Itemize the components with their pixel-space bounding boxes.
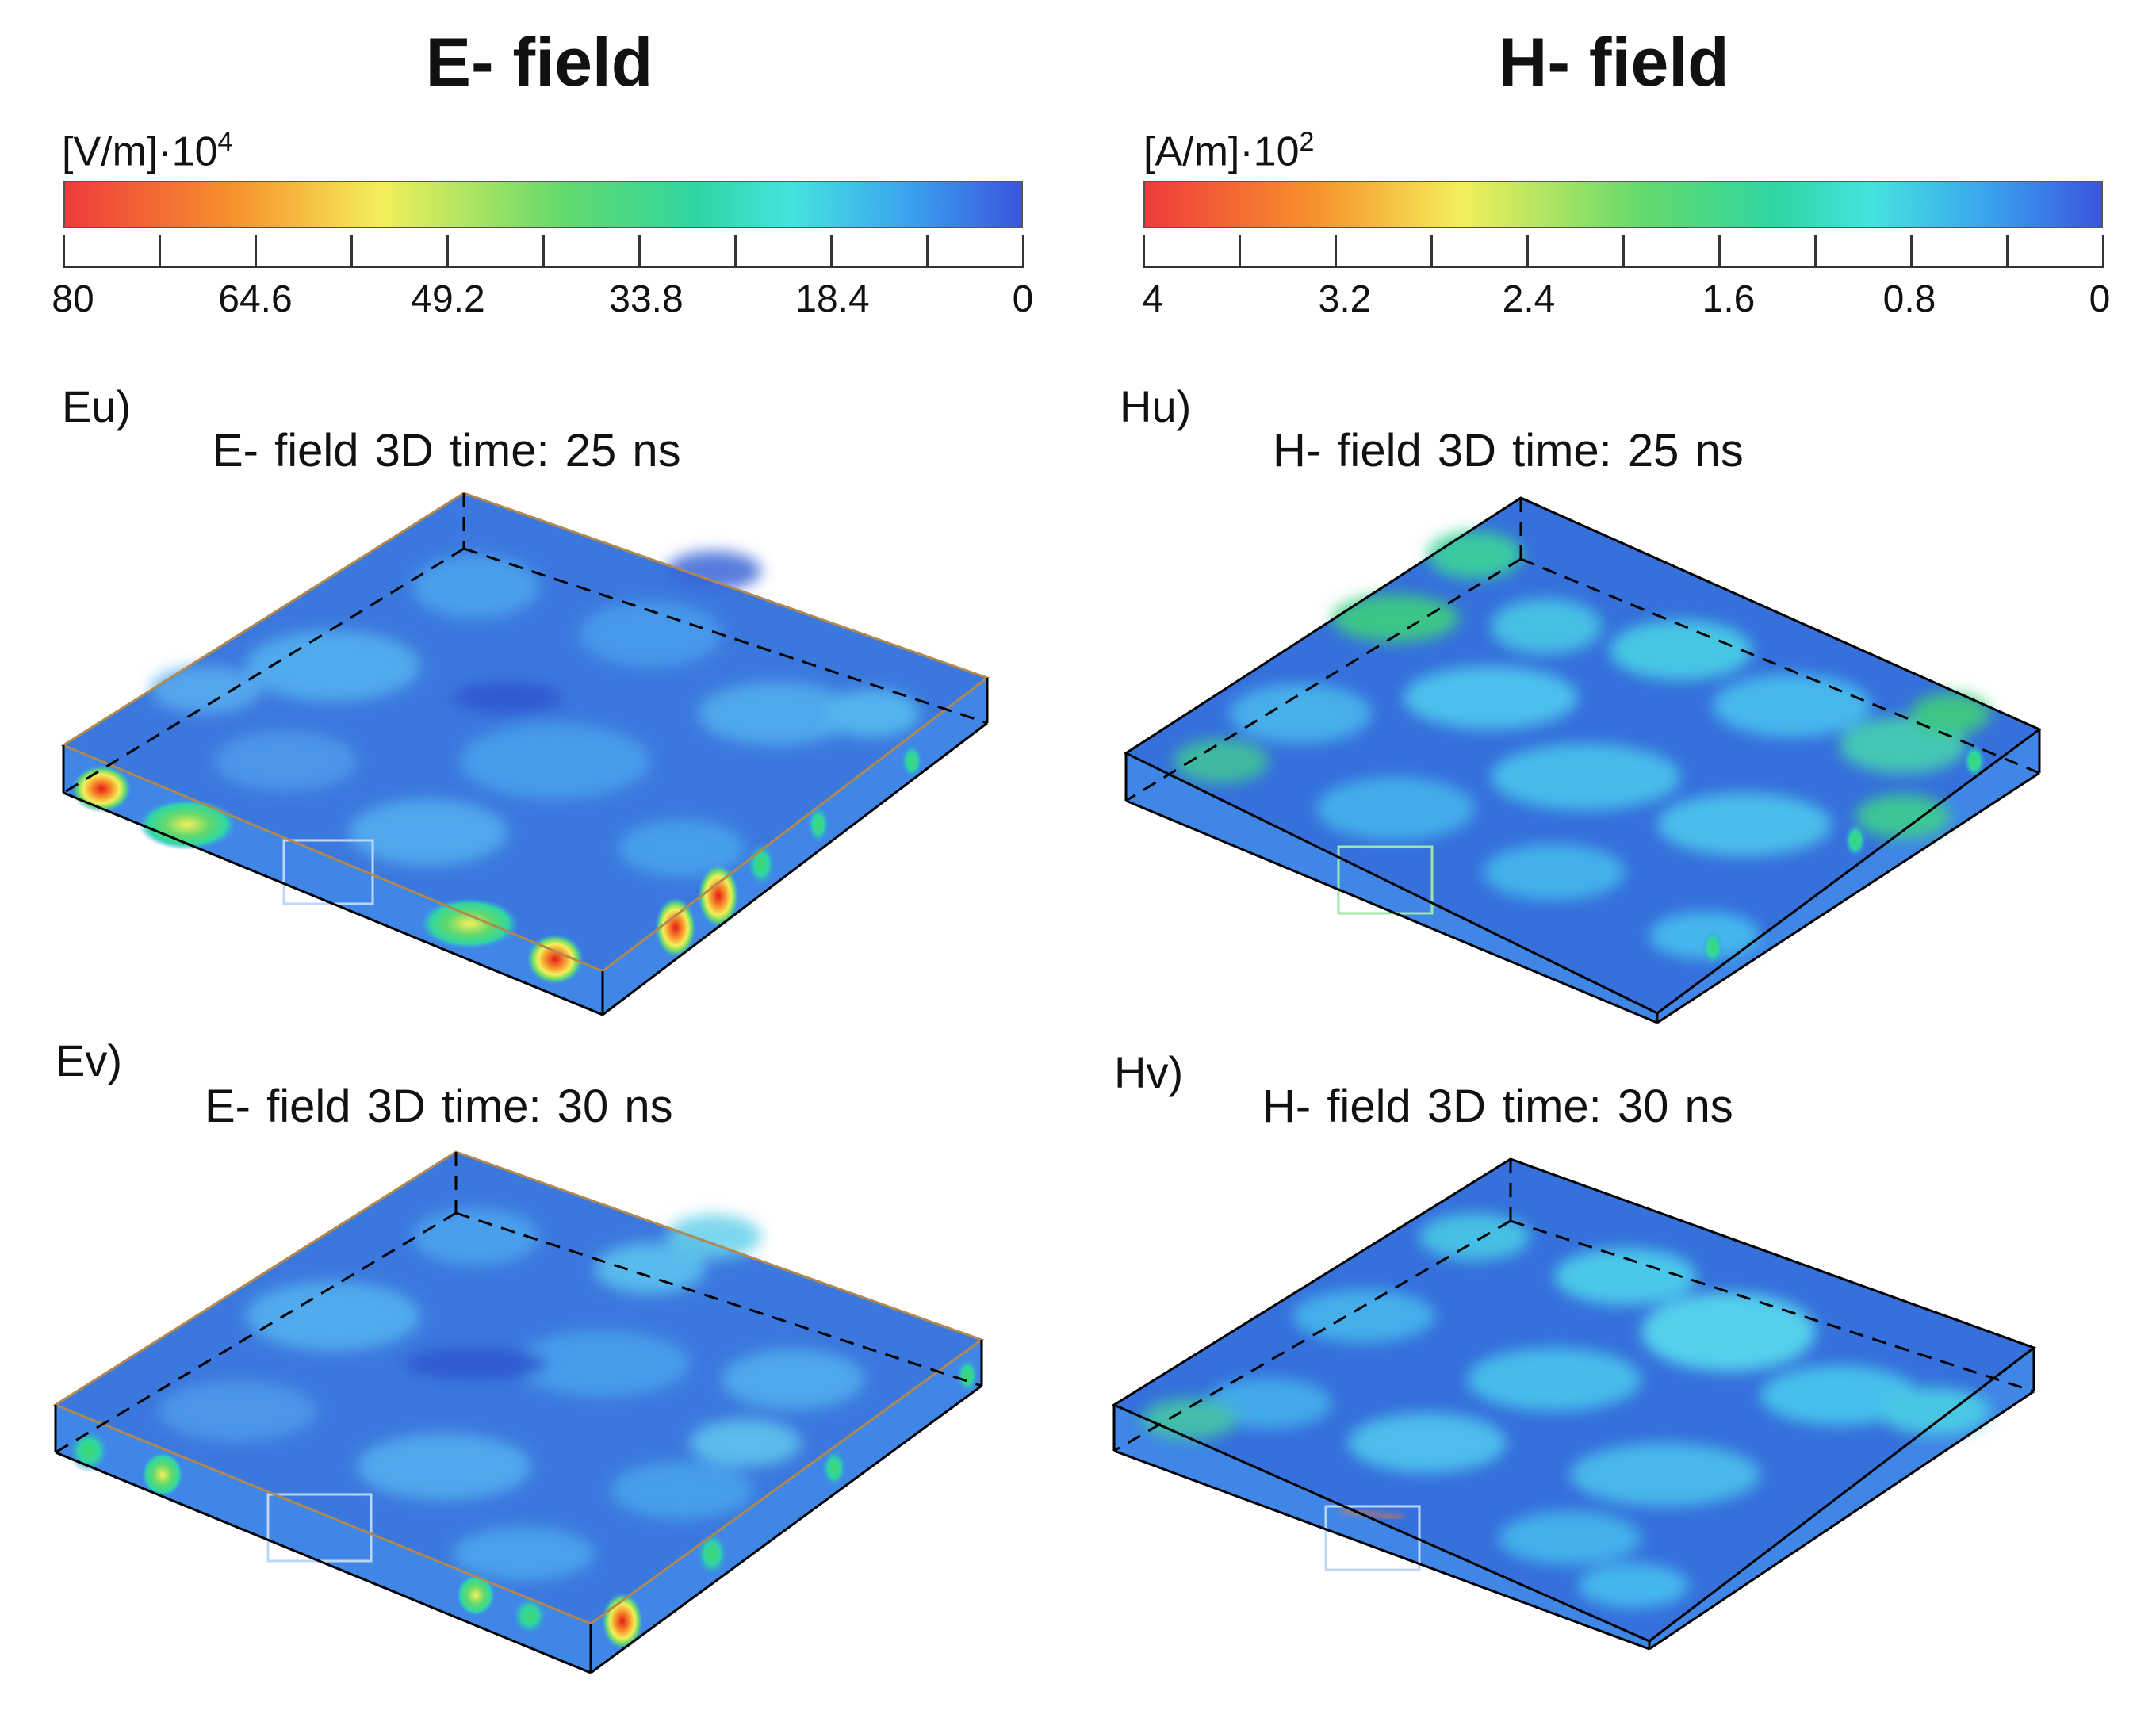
panel-eu-3d-box [63,493,987,1015]
panel-hv-3d-box [1114,1159,2034,1649]
field-panels [0,0,2156,1718]
panel-hu-3d-box [1126,498,2039,1023]
panel-ev-3d-box [56,1152,982,1673]
